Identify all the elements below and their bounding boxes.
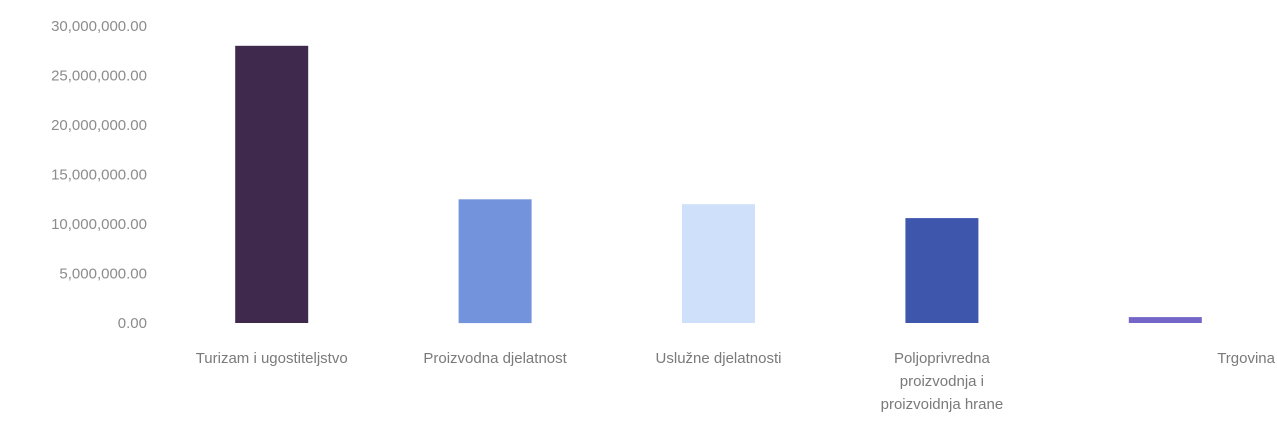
- x-category-label: Proizvodna djelatnost: [423, 350, 567, 367]
- bar: [235, 45, 309, 324]
- y-tick-label: 15,000,000.00: [51, 167, 147, 184]
- x-category-label: Uslužne djelatnosti: [656, 350, 782, 367]
- x-axis: Turizam i ugostiteljstvo Proizvodna djela…: [196, 350, 1276, 413]
- x-category-label: Turizam i ugostiteljstvo: [196, 350, 348, 367]
- x-category-label: proizvodnja i: [900, 373, 984, 390]
- y-tick-label: 30,000,000.00: [51, 18, 147, 35]
- y-tick-label: 20,000,000.00: [51, 117, 147, 134]
- y-tick-label: 10,000,000.00: [51, 216, 147, 233]
- bars: [235, 45, 1202, 324]
- y-axis: 0.00 5,000,000.00 10,000,000.00 15,000,000.…: [51, 18, 147, 332]
- x-category-label: Poljoprivredna: [894, 350, 991, 367]
- x-category-label: proizvoidnja hrane: [881, 396, 1004, 413]
- bar: [905, 218, 979, 323]
- bar: [682, 204, 755, 323]
- y-tick-label: 0.00: [118, 315, 147, 332]
- y-tick-label: 5,000,000.00: [59, 266, 147, 283]
- x-category-label: Trgovina: [1217, 350, 1275, 367]
- y-tick-label: 25,000,000.00: [51, 68, 147, 85]
- bar: [1128, 317, 1202, 323]
- bar: [458, 199, 532, 324]
